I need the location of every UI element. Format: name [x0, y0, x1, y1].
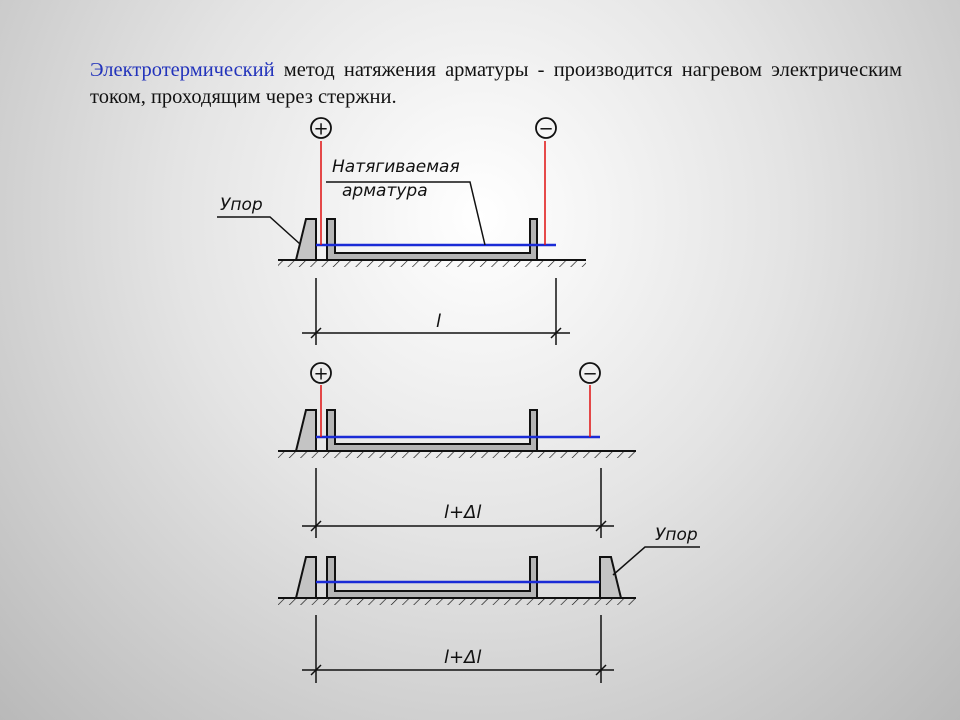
ground-hatch — [278, 451, 636, 458]
minus-sign: − — [538, 119, 553, 140]
plus-sign: + — [313, 364, 328, 385]
ground-hatch — [278, 260, 586, 267]
stage-2: + − l+Δl — [278, 362, 636, 538]
dim3-label: l+Δl — [444, 647, 481, 668]
stop-block-left — [294, 556, 317, 599]
minus-sign: − — [582, 364, 597, 385]
ground-hatch — [278, 598, 636, 605]
stop-leader-right — [612, 546, 700, 576]
plus-terminal: + — [310, 117, 332, 140]
stage-3: Упор l+Δl — [278, 525, 700, 683]
dim1-label: l — [436, 311, 441, 332]
stop-block — [294, 218, 317, 261]
intro-term: Электротермический — [90, 59, 275, 81]
stop-block — [294, 409, 317, 452]
stage-1: + − Натягиваемая арматура Упор l — [217, 117, 586, 345]
intro-text: Электротермический метод натяжения армат… — [90, 57, 902, 111]
bar-label-line2: арматура — [342, 181, 428, 201]
stop-leader-left — [217, 216, 301, 245]
intro-rest: метод натяжения арматуры - производится … — [90, 59, 902, 108]
stop-label-left: Упор — [220, 195, 263, 215]
plus-terminal: + — [310, 362, 332, 385]
formwork — [326, 218, 538, 261]
bar-label-line1: Натягиваемая — [332, 157, 460, 177]
formwork — [326, 409, 538, 452]
minus-terminal: − — [579, 362, 601, 385]
plus-sign: + — [313, 119, 328, 140]
formwork — [326, 556, 538, 599]
bar-leader — [326, 181, 486, 246]
stop-block-right — [599, 556, 623, 599]
dim2-label: l+Δl — [444, 502, 481, 523]
minus-terminal: − — [535, 117, 557, 140]
stop-label-right: Упор — [655, 525, 698, 545]
